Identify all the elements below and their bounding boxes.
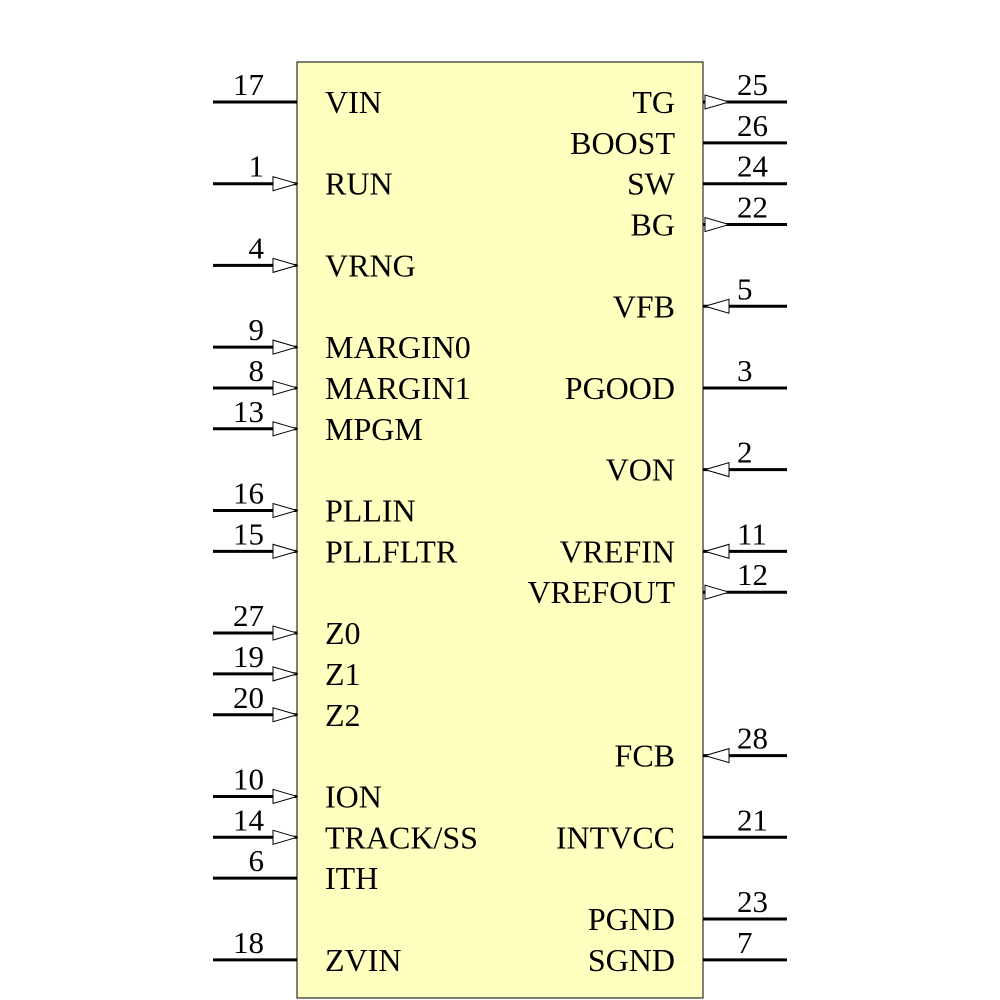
pin-name: TRACK/SS — [325, 819, 478, 855]
pin-number: 11 — [737, 516, 767, 551]
pin-name: ZVIN — [325, 942, 401, 978]
input-arrow — [272, 543, 299, 560]
pin-name: PGOOD — [565, 370, 675, 406]
pin-number: 16 — [233, 476, 264, 511]
input-arrow — [703, 747, 730, 764]
pin-number: 25 — [737, 67, 768, 102]
pin-number: 2 — [737, 435, 753, 470]
pin-number: 13 — [233, 394, 264, 429]
input-arrow — [703, 298, 730, 314]
pin-name: PGND — [588, 901, 675, 937]
pin-number: 3 — [737, 353, 753, 388]
input-arrow — [272, 829, 299, 845]
pin-name: Z2 — [325, 697, 361, 733]
pin-number: 21 — [737, 802, 768, 837]
pin-number: 10 — [233, 761, 264, 796]
output-arrow — [704, 216, 731, 233]
pin-number: 24 — [737, 149, 769, 184]
input-arrow — [272, 339, 299, 355]
pin-name: VRNG — [325, 247, 416, 283]
output-arrow — [704, 584, 731, 600]
input-arrow — [272, 707, 299, 723]
pin-name: MARGIN0 — [325, 329, 471, 365]
pin-number: 15 — [233, 516, 264, 551]
pin-number: 8 — [249, 353, 265, 388]
pin-name: MARGIN1 — [325, 370, 471, 406]
pin-number: 12 — [737, 557, 768, 592]
pin-name: Z0 — [325, 615, 361, 651]
input-arrow — [272, 666, 299, 682]
input-arrow — [272, 257, 299, 274]
pin-number: 23 — [737, 884, 768, 919]
pin-name: MPGM — [325, 411, 423, 447]
input-arrow — [272, 176, 299, 192]
pin-name: VREFOUT — [527, 574, 675, 610]
pin-name: ITH — [325, 860, 378, 896]
pin-name: Z1 — [325, 656, 361, 692]
pin-name: BOOST — [570, 125, 675, 161]
pin-number: 5 — [737, 271, 753, 306]
pin-name: PLLFLTR — [325, 533, 458, 569]
pin-number: 26 — [737, 108, 768, 143]
output-arrow — [704, 94, 731, 110]
pin-number: 1 — [249, 149, 265, 184]
pin-number: 7 — [737, 925, 753, 960]
pin-name: FCB — [615, 738, 675, 774]
pin-number: 28 — [737, 721, 768, 756]
pin-number: 17 — [233, 67, 264, 102]
pin-name: VREFIN — [559, 533, 675, 569]
pin-number: 27 — [233, 598, 264, 633]
input-arrow — [272, 502, 299, 519]
input-arrow — [272, 380, 299, 396]
input-arrow — [272, 625, 299, 641]
input-arrow — [272, 788, 299, 805]
pin-name: VON — [606, 452, 675, 488]
pin-number: 18 — [233, 925, 264, 960]
pin-name: PLLIN — [325, 493, 416, 529]
pin-number: 20 — [233, 680, 264, 715]
pin-name: SGND — [588, 942, 675, 978]
pin-name: SW — [627, 166, 676, 202]
component-body — [296, 61, 704, 999]
pin-name: INTVCC — [556, 819, 675, 855]
pin-number: 22 — [737, 190, 768, 225]
pin-number: 4 — [249, 230, 265, 265]
pin-number: 19 — [233, 639, 264, 674]
pin-name: RUN — [325, 166, 393, 202]
pin-name: ION — [325, 778, 382, 814]
pin-name: TG — [632, 84, 675, 120]
pin-name: VIN — [325, 84, 382, 120]
pin-number: 9 — [249, 312, 265, 347]
pin-name: BG — [631, 207, 675, 243]
input-arrow — [703, 543, 730, 560]
pin-name: VFB — [613, 288, 675, 324]
pin-number: 6 — [249, 843, 265, 878]
input-arrow — [272, 421, 299, 437]
pin-number: 14 — [233, 802, 265, 837]
input-arrow — [703, 461, 730, 478]
